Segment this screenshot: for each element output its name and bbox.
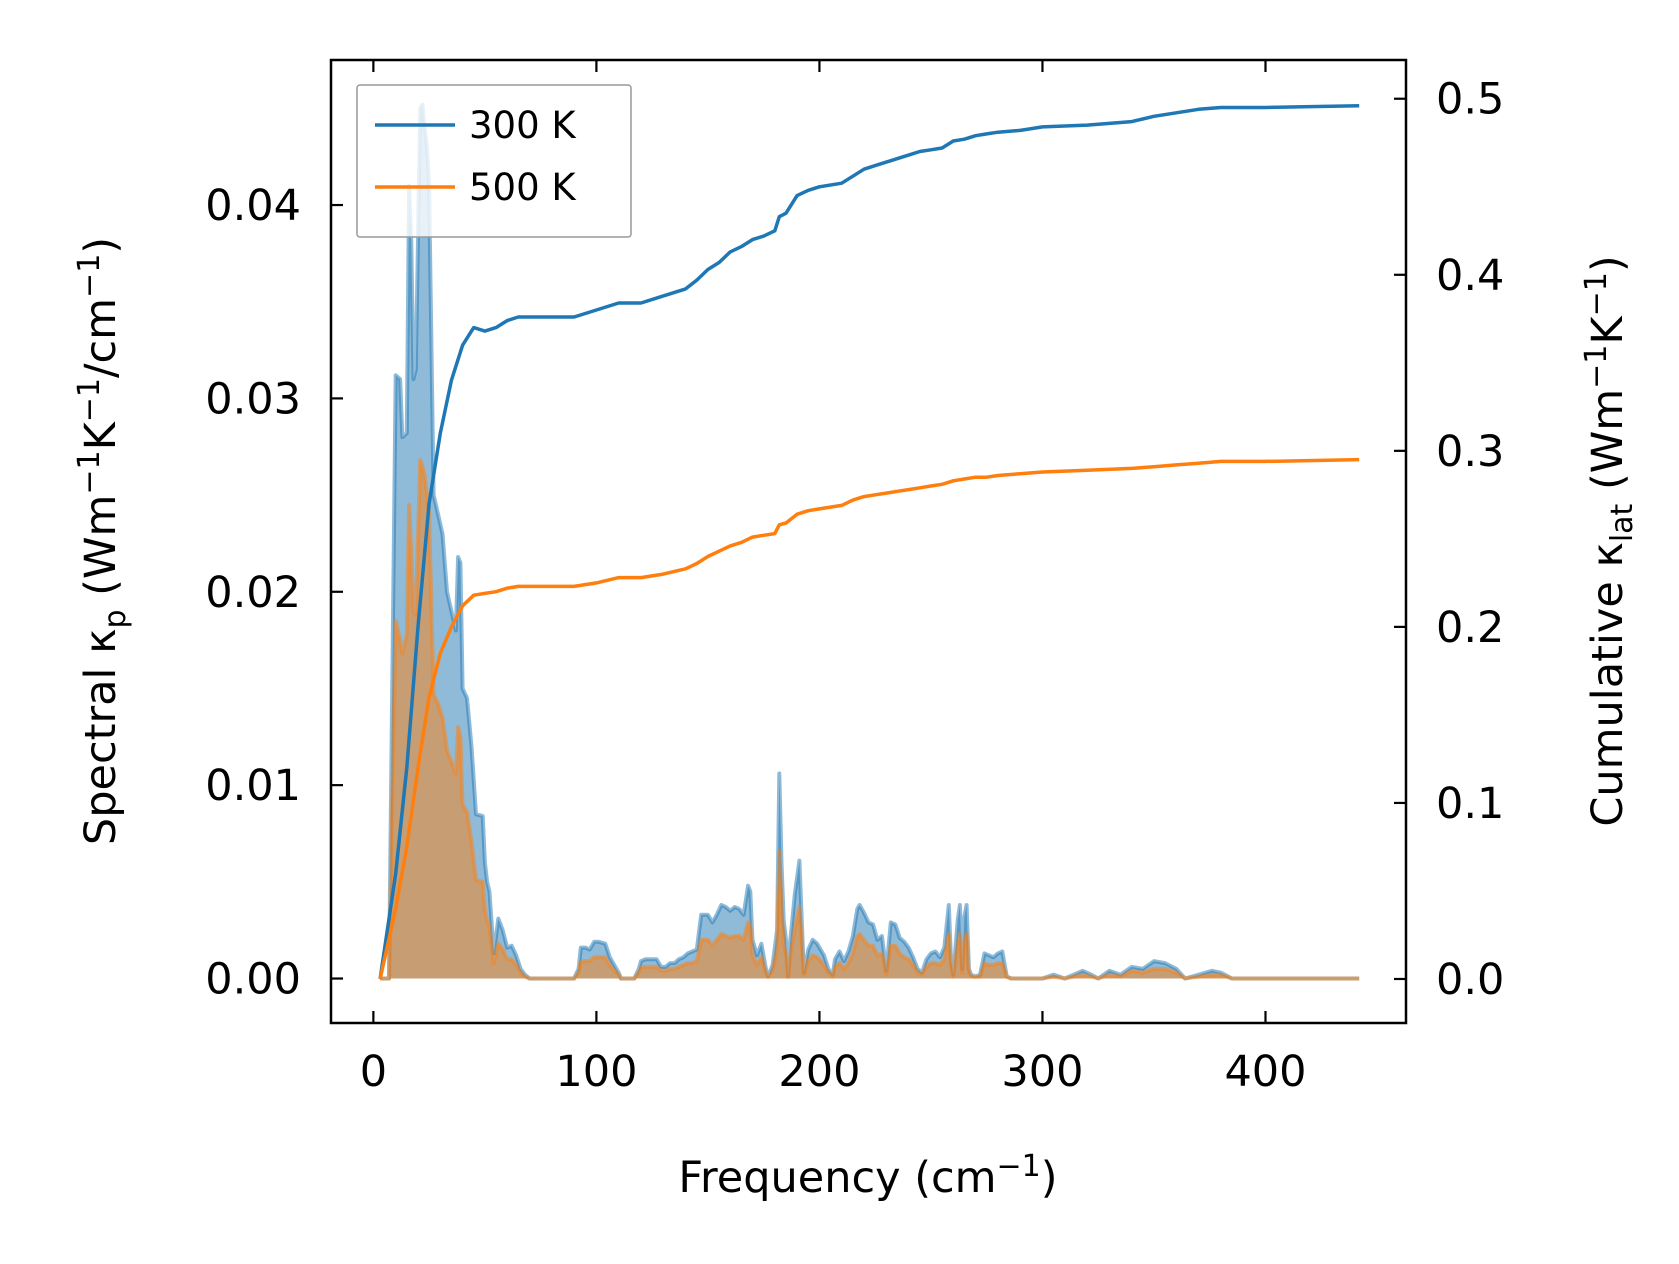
y-left-tick-label: 0.04 <box>205 181 301 231</box>
y-left-tick-label: 0.00 <box>205 955 301 1005</box>
x-axis-title: Frequency (cm−1) <box>678 1149 1057 1203</box>
y-left-tick-label: 0.02 <box>205 568 301 618</box>
y-axis-right-title: Cumulative κlat (Wm−1K−1) <box>1579 255 1640 826</box>
cumulative-line-300-k <box>378 104 1360 980</box>
spectral-line-500-k <box>380 458 1360 981</box>
cumulative-line-500-k <box>378 457 1360 980</box>
plot-content <box>378 102 1360 981</box>
x-tick-label: 300 <box>1001 1047 1083 1097</box>
y-right-tick-label: 0.4 <box>1436 251 1504 301</box>
y-left-tick-label: 0.03 <box>205 374 301 424</box>
legend-label-500-k: 500 K <box>469 166 577 209</box>
y-right-tick-label: 0.2 <box>1436 603 1504 653</box>
y-axis-left-title: Spectral κp (Wm−1K−1/cm−1) <box>72 237 133 845</box>
x-tick-label: 100 <box>555 1047 637 1097</box>
axis-ticks: 0 100 200 300 400 0.00 0.01 0.02 0.03 0.04 0.0 0.1 0… <box>205 60 1504 1097</box>
spectral-fill-500-k <box>380 460 1360 979</box>
y-right-tick-label: 0.5 <box>1436 75 1504 125</box>
legend-box <box>356 84 632 238</box>
legend: 300 K 500 K <box>356 84 632 238</box>
y-right-tick-label: 0.3 <box>1436 427 1504 477</box>
legend-label-300-k: 300 K <box>469 104 577 147</box>
x-tick-label: 400 <box>1224 1047 1306 1097</box>
x-tick-label: 200 <box>778 1047 860 1097</box>
plot-frame <box>329 58 1408 1025</box>
x-tick-label: 0 <box>360 1047 387 1097</box>
y-right-tick-label: 0.0 <box>1436 955 1504 1005</box>
y-left-tick-label: 0.01 <box>205 761 301 811</box>
y-right-tick-label: 0.1 <box>1436 779 1504 829</box>
